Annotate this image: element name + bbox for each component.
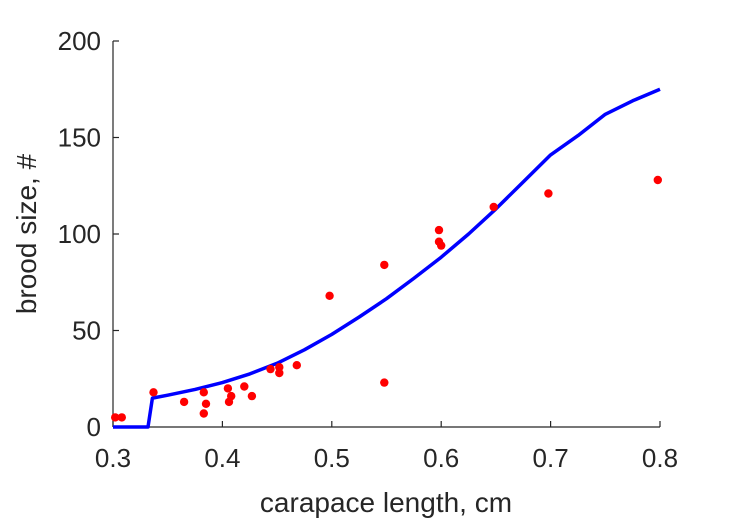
data-point (149, 388, 158, 397)
y-axis: 0 50 100 150 200 (58, 26, 119, 442)
data-point (199, 409, 208, 418)
x-axis: 0.3 0.4 0.5 0.6 0.7 0.8 (95, 421, 678, 473)
y-tick-label: 150 (58, 123, 101, 153)
x-tick-label: 0.7 (533, 443, 569, 473)
data-point (266, 364, 275, 374)
data-point (227, 391, 236, 401)
data-point (292, 361, 301, 370)
data-point (380, 378, 389, 387)
data-point (434, 225, 444, 235)
y-tick-label: 100 (58, 219, 101, 249)
data-point (544, 189, 553, 198)
data-point (653, 175, 662, 185)
data-points-layer (111, 175, 662, 422)
x-tick-label: 0.3 (95, 443, 131, 473)
data-point (117, 413, 127, 422)
data-point (489, 202, 498, 212)
data-point (380, 260, 389, 270)
data-point (240, 382, 249, 391)
x-tick-label: 0.5 (314, 443, 350, 473)
x-tick-label: 0.6 (423, 443, 459, 473)
data-point (111, 413, 120, 422)
data-point (199, 388, 208, 397)
data-point (437, 241, 446, 250)
y-tick-label: 50 (72, 316, 101, 346)
y-tick-label: 200 (58, 26, 101, 56)
fit-curve-layer (113, 87, 661, 429)
fit-curve (113, 87, 661, 429)
data-point (275, 368, 284, 378)
data-point (325, 291, 334, 300)
data-point (201, 399, 211, 408)
x-axis-label: carapace length, cm (260, 487, 512, 518)
x-tick-label: 0.8 (642, 443, 678, 473)
y-tick-label: 0 (87, 412, 101, 442)
data-point (275, 363, 284, 372)
data-point (179, 397, 189, 407)
data-point (247, 391, 257, 401)
x-tick-label: 0.4 (204, 443, 240, 473)
y-axis-label: brood size, # (11, 153, 42, 314)
data-point (223, 384, 233, 393)
